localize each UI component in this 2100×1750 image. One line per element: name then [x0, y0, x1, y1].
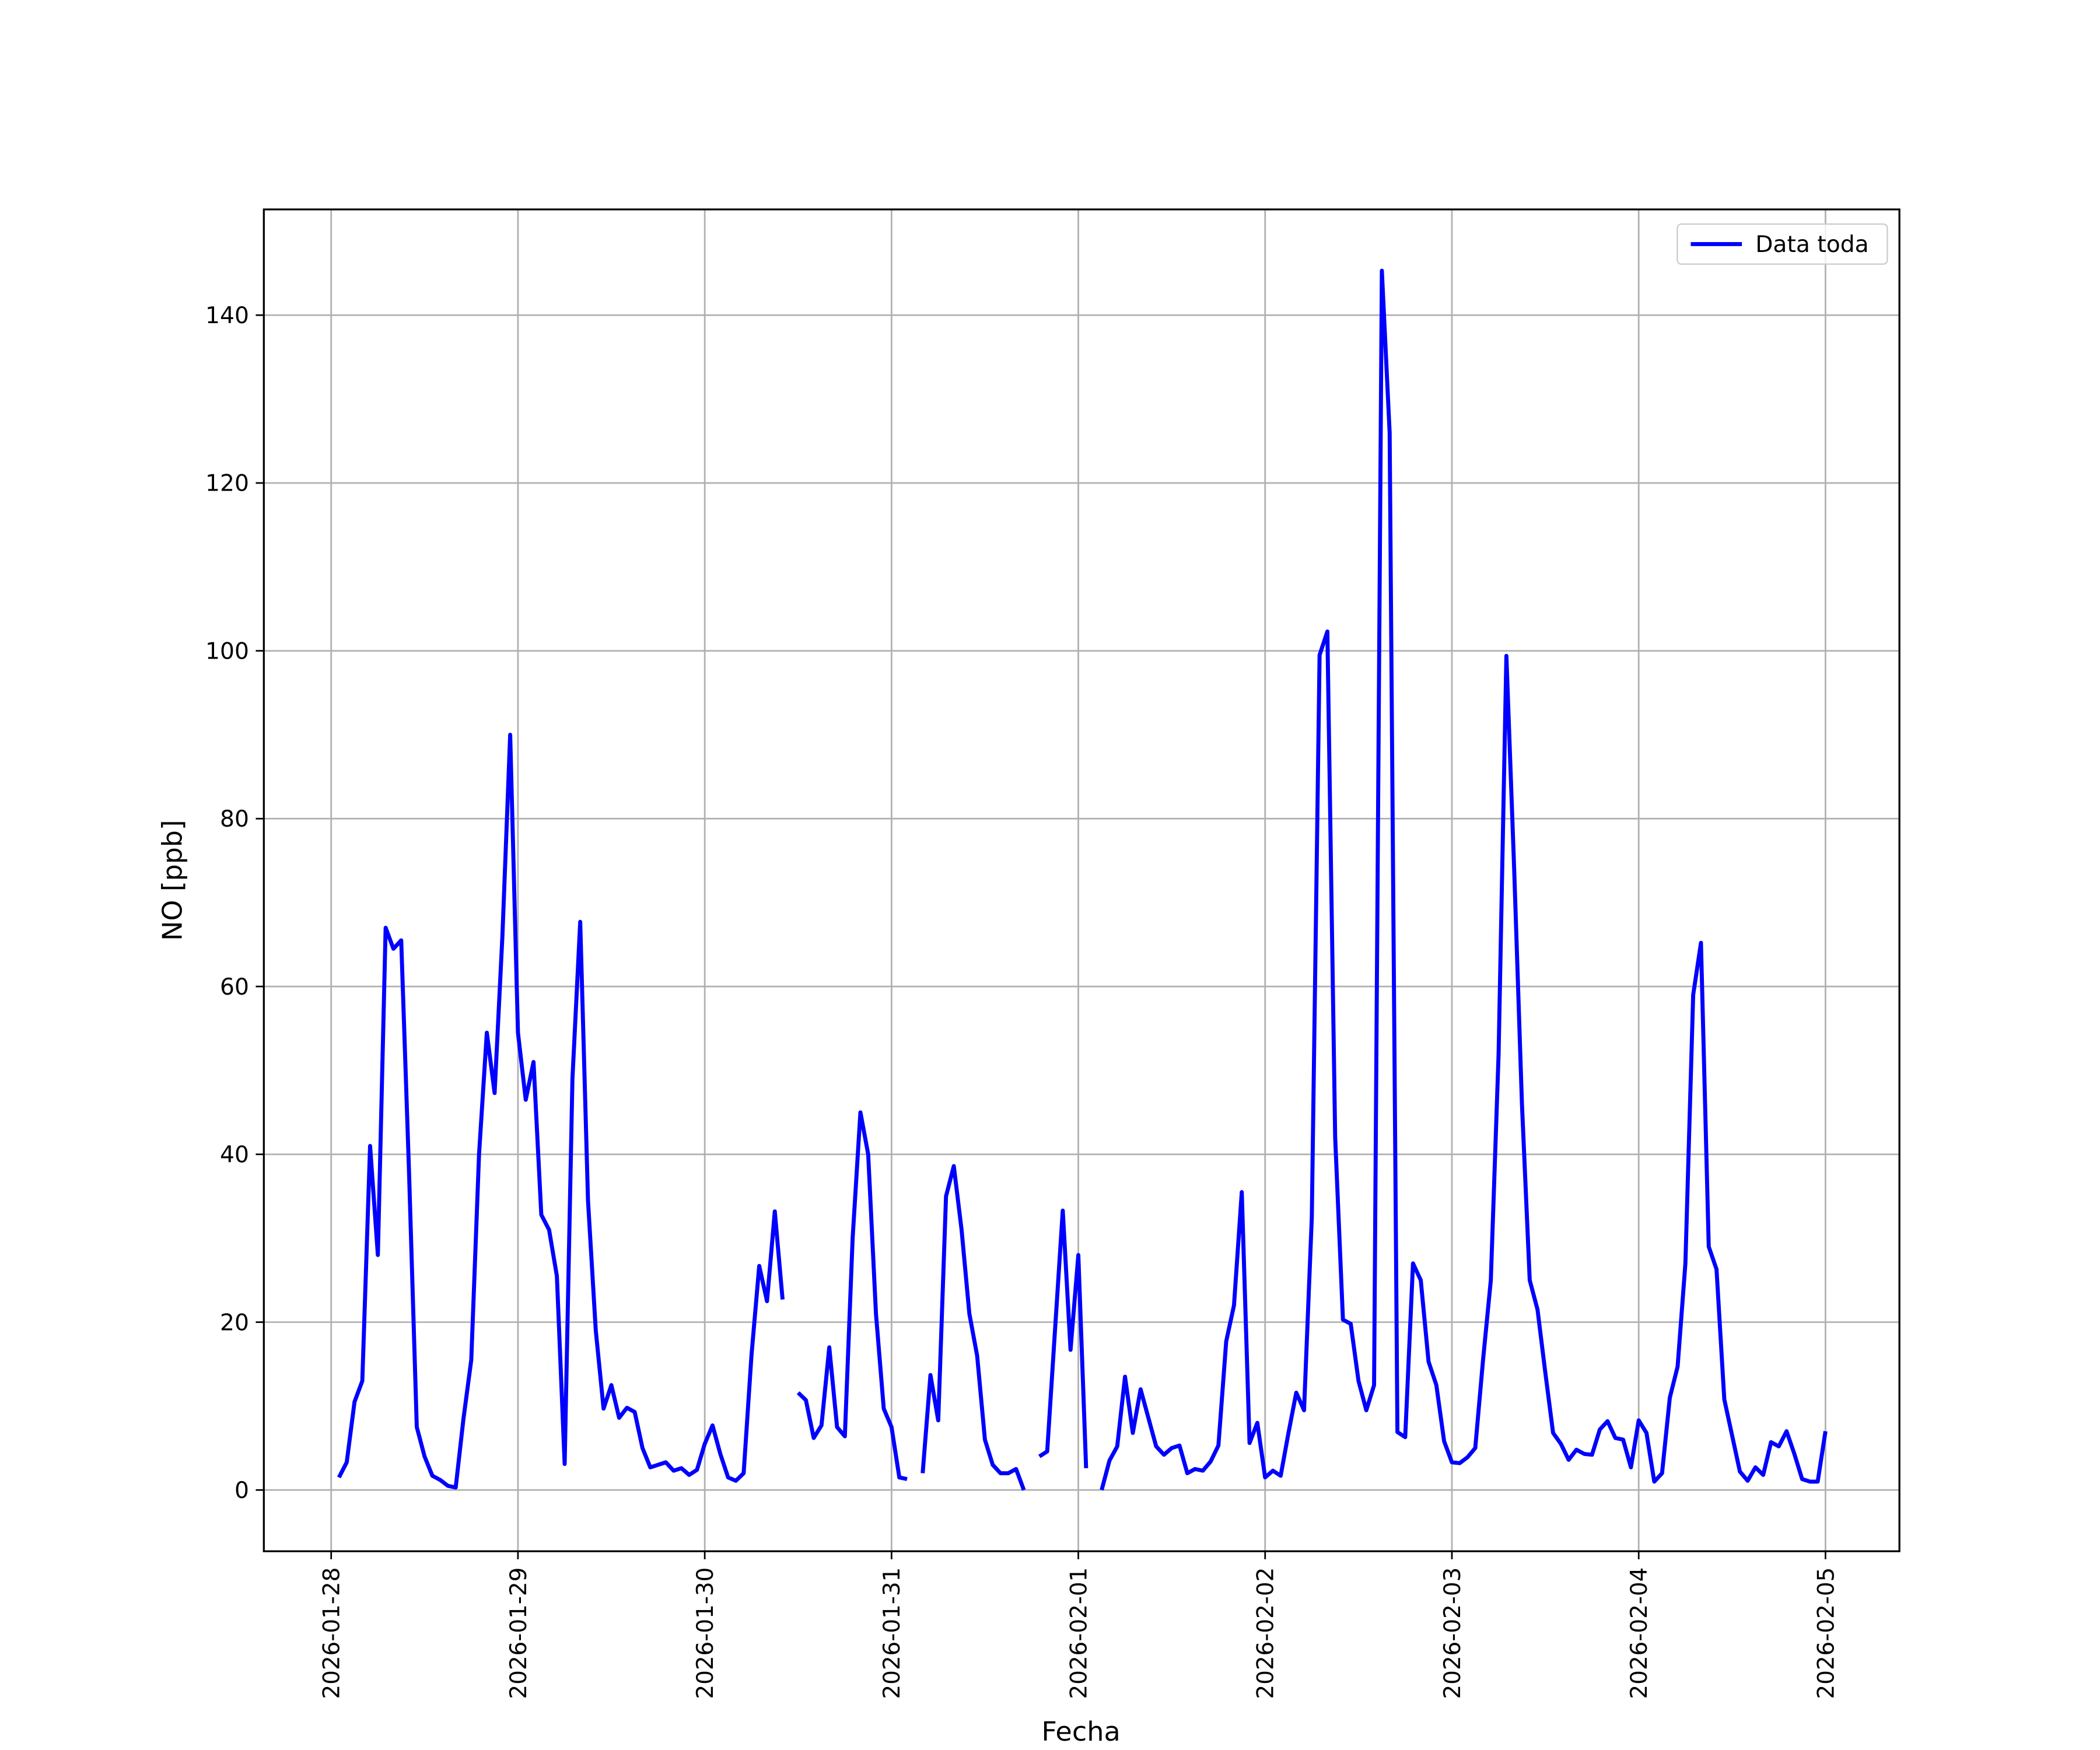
x-tick-label: 2026-02-03: [1440, 1567, 1466, 1699]
legend-label: Data toda: [1755, 232, 1868, 258]
legend-box: [1676, 223, 1888, 265]
x-tick-label: 2026-01-29: [506, 1567, 532, 1699]
y-tick-label: 60: [220, 974, 249, 1000]
x-tick-label: 2026-01-28: [318, 1567, 345, 1699]
y-tick-label: 100: [205, 639, 249, 665]
x-tick-label: 2026-01-31: [879, 1567, 905, 1699]
x-tick-label: 2026-02-01: [1066, 1567, 1092, 1699]
data-line: [337, 268, 1828, 1491]
y-axis-label: NO [ppb]: [156, 820, 188, 940]
x-tick-label: 2026-02-02: [1252, 1567, 1279, 1699]
x-tick-label: 2026-01-30: [692, 1567, 719, 1699]
y-tick-label: 80: [220, 806, 249, 832]
y-tick-label: 0: [235, 1478, 249, 1504]
y-tick-label: 120: [205, 471, 249, 497]
y-tick-label: 20: [220, 1310, 249, 1336]
x-tick-label: 2026-02-04: [1626, 1567, 1653, 1699]
plot-frame: [262, 208, 1901, 1552]
x-tick-label: 2026-02-05: [1813, 1567, 1839, 1699]
y-tick-label: 40: [220, 1142, 249, 1168]
x-axis-label: Fecha: [1041, 1716, 1120, 1747]
y-tick-label: 140: [205, 303, 249, 329]
